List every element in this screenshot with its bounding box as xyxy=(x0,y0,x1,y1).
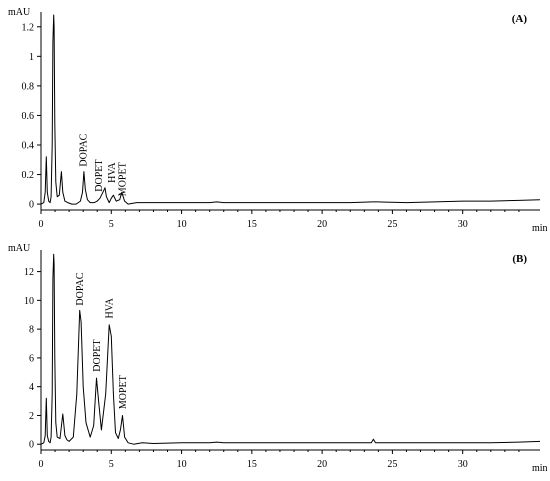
x-tick-label: 20 xyxy=(317,459,327,470)
chromatogram-trace xyxy=(40,253,541,445)
peak-label: MOPET xyxy=(117,162,128,196)
peak-label: DOPET xyxy=(94,160,105,192)
x-tick-label: 30 xyxy=(458,219,468,230)
x-unit-label: min xyxy=(532,223,548,234)
peak-label: DOPAC xyxy=(75,272,86,305)
peak-label: DOPET xyxy=(92,340,103,372)
peak-label: MOPET xyxy=(118,375,129,409)
y-tick-label: 0.8 xyxy=(22,81,35,92)
y-tick-label: 0 xyxy=(29,200,34,211)
y-tick-label: 12 xyxy=(24,267,34,278)
panel-label: (B) xyxy=(512,253,527,265)
y-tick-label: 6 xyxy=(29,353,34,364)
panel-label: (A) xyxy=(512,13,528,25)
y-tick-label: 0 xyxy=(29,440,34,451)
x-tick-label: 10 xyxy=(177,219,187,230)
y-unit-label: mAU xyxy=(8,7,31,18)
x-tick-label: 5 xyxy=(109,219,114,230)
x-tick-label: 25 xyxy=(387,219,397,230)
x-tick-label: 20 xyxy=(317,219,327,230)
y-tick-label: 0.6 xyxy=(22,111,35,122)
y-tick-label: 1.2 xyxy=(22,22,35,33)
y-tick-label: 4 xyxy=(29,382,34,393)
y-unit-label: mAU xyxy=(8,243,31,254)
x-tick-label: 15 xyxy=(247,459,257,470)
x-tick-label: 30 xyxy=(458,459,468,470)
x-tick-label: 0 xyxy=(39,459,44,470)
x-tick-label: 5 xyxy=(109,459,114,470)
x-tick-label: 15 xyxy=(247,219,257,230)
x-unit-label: min xyxy=(532,463,548,474)
chromatogram-panel-a: mAU min (A) 0 0.2 0.4 0.6 0.8 1 1.2 0 5 10 15 20 25 3… xyxy=(8,7,548,234)
x-tick-label: 0 xyxy=(39,219,44,230)
y-tick-label: 0.4 xyxy=(22,140,35,151)
chromatogram-trace xyxy=(40,14,541,205)
chromatogram-panel-b: mAU min (B) 0 2 4 6 8 10 12 0 5 10 15 20 25 30 DOPAC DO… xyxy=(8,243,548,474)
peak-label: HVA xyxy=(107,162,118,183)
y-tick-label: 1 xyxy=(29,52,34,63)
peak-label: DOPAC xyxy=(79,133,90,166)
peak-label: HVA xyxy=(105,297,116,318)
y-tick-label: 0.2 xyxy=(22,170,35,181)
y-tick-label: 10 xyxy=(24,296,34,307)
x-tick-label: 10 xyxy=(177,459,187,470)
x-tick-label: 25 xyxy=(387,459,397,470)
y-tick-label: 2 xyxy=(29,411,34,422)
y-tick-label: 8 xyxy=(29,325,34,336)
